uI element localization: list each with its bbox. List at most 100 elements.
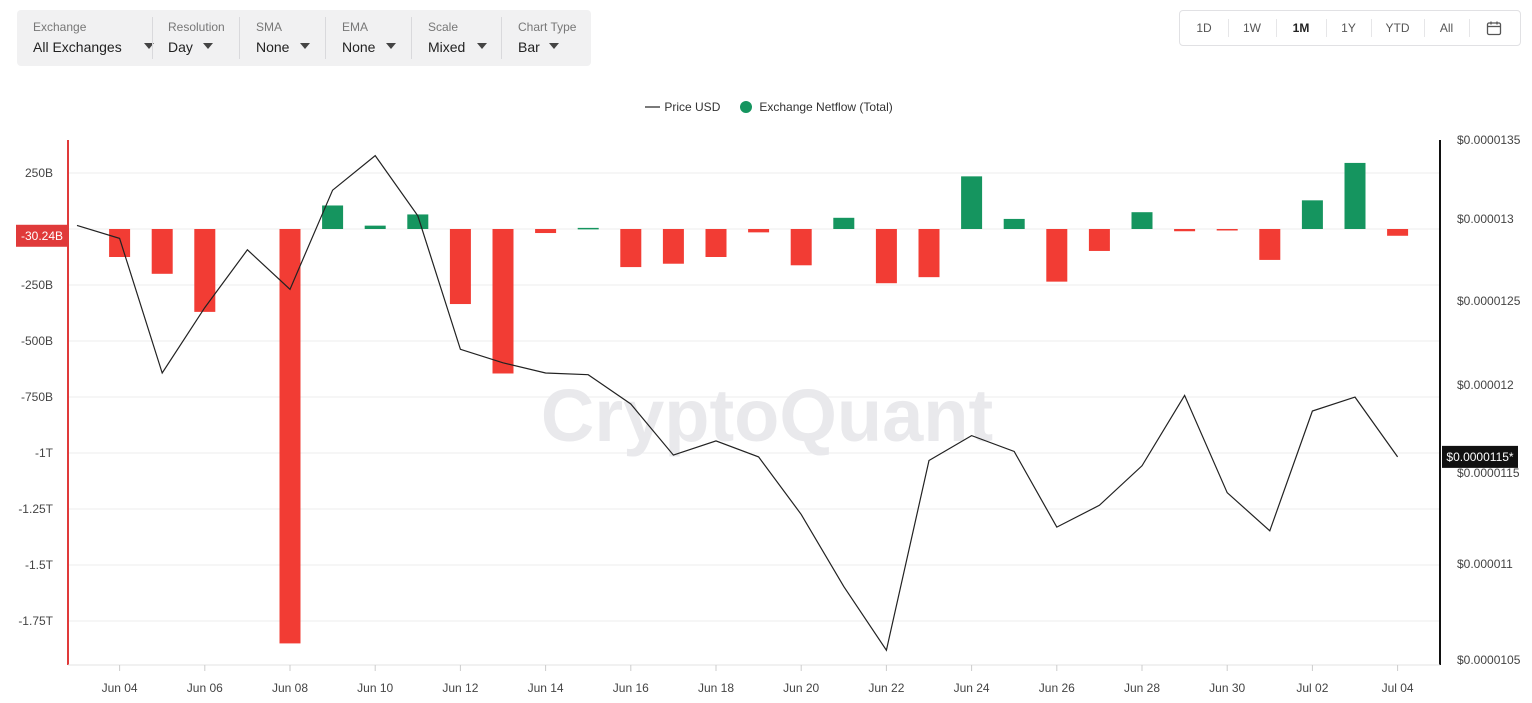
x-tick-label: Jun 12 [442,681,478,695]
right-tick-label: $0.000012 [1457,378,1514,392]
watermark: CryptoQuant [541,374,993,457]
range-1m-button[interactable]: 1M [1292,21,1310,35]
legend-price-label: Price USD [664,100,721,114]
netflow-bar[interactable] [1088,229,1110,251]
resolution-label: Resolution [168,20,225,34]
sma-value: None [256,39,290,55]
netflow-bar[interactable] [492,229,514,374]
netflow-bar[interactable] [1259,229,1281,260]
netflow-last-value-badge [16,224,68,247]
right-axis: $0.0000135 $0.000013 $0.0000125 $0.000012 $0… [1439,133,1521,667]
right-tick-label: $0.0000125 [1457,294,1521,308]
chart-type-value: Bar [518,39,540,55]
chevron-down-icon [477,43,487,49]
netflow-bar[interactable] [1216,229,1238,231]
exchange-label: Exchange [33,20,87,34]
range-all-button[interactable]: All [1439,21,1454,35]
x-tick-label: Jun 18 [698,681,734,695]
x-tick-label: Jun 30 [1209,681,1245,695]
sma-dropdown[interactable]: SMA None [256,10,326,66]
legend-item-price[interactable]: Price USD [645,98,720,116]
netflow-bar[interactable] [449,229,471,305]
chart-legend: Price USD Exchange Netflow (Total) [645,98,905,116]
netflow-bar[interactable] [662,229,684,264]
netflow-bar[interactable] [535,229,557,234]
divider [1371,19,1372,37]
netflow-bar[interactable] [961,176,983,229]
divider [1228,19,1229,37]
left-tick-label: -1.5T [25,558,54,572]
range-1y-button[interactable]: 1Y [1341,21,1356,35]
netflow-bar[interactable] [1131,212,1153,229]
netflow-bars [109,162,1409,644]
chevron-down-icon [300,43,310,49]
netflow-bar[interactable] [1387,229,1409,236]
ema-dropdown[interactable]: EMA None [342,10,412,66]
netflow-bar[interactable] [1003,218,1025,229]
range-ytd-button[interactable]: YTD [1385,21,1410,35]
sma-label: SMA [256,20,283,34]
netflow-bar[interactable] [1301,200,1323,229]
left-axis: 250B -250B -500B -750B -1T -1.25T -1.5T -1.75T [18,140,69,665]
x-tick-label: Jun 10 [357,681,393,695]
scale-dropdown[interactable]: Scale Mixed [428,10,503,66]
netflow-bar[interactable] [790,229,812,266]
netflow-bar[interactable] [748,229,770,233]
netflow-bar[interactable] [279,229,301,644]
x-tick-label: Jun 24 [954,681,990,695]
divider [239,17,240,59]
left-tick-label: -250B [21,278,53,292]
x-tick-label: Jun 06 [187,681,223,695]
left-tick-label: 250B [25,166,53,180]
netflow-bar[interactable] [620,229,642,268]
left-tick-label: -1.75T [18,614,53,628]
x-tick-label: Jul 04 [1382,681,1414,695]
right-tick-label: $0.0000105 [1457,653,1521,667]
chevron-down-icon [144,43,154,49]
left-tick-label: -750B [21,390,53,404]
left-tick-label: -1.25T [18,502,53,516]
range-1w-button[interactable]: 1W [1243,21,1261,35]
netflow-bar[interactable] [364,225,386,229]
scale-label: Scale [428,20,459,34]
divider [1326,19,1327,37]
last-value-labels: -30.24B $0.0000115* [16,224,1518,468]
divider [1276,19,1277,37]
right-tick-label: $0.0000115 [1457,466,1520,480]
price-series-line[interactable] [76,154,1399,652]
right-tick-label: $0.000013 [1457,212,1514,226]
chevron-down-icon [386,43,396,49]
netflow-bar[interactable] [833,217,855,229]
range-1d-button[interactable]: 1D [1196,21,1212,35]
x-tick-label: Jun 20 [783,681,819,695]
netflow-bar[interactable] [151,229,173,274]
x-tick-label: Jun 22 [868,681,904,695]
x-tick-label: Jun 14 [528,681,564,695]
x-tick-label: Jul 02 [1296,681,1328,695]
netflow-bar[interactable] [875,229,897,284]
resolution-dropdown[interactable]: Resolution Day [168,10,243,66]
netflow-bar[interactable] [1174,229,1196,232]
netflow-bar[interactable] [1046,229,1068,282]
x-tick-label: Jun 08 [272,681,308,695]
chevron-down-icon [549,43,559,49]
divider [1424,19,1425,37]
netflow-bar[interactable] [1344,162,1366,229]
dot-swatch-icon [740,101,752,113]
calendar-button[interactable] [1469,11,1519,45]
resolution-value: Day [168,39,193,55]
netflow-bar[interactable] [194,229,216,312]
legend-item-netflow[interactable]: Exchange Netflow (Total) [740,98,893,116]
netflow-bar[interactable] [918,229,940,278]
chart-type-dropdown[interactable]: Chart Type Bar [518,10,588,66]
netflow-bar[interactable] [322,205,344,229]
netflow-bar[interactable] [577,227,599,230]
x-tick-label: Jun 04 [102,681,138,695]
left-tick-label: -500B [21,334,53,348]
netflow-bar[interactable] [705,229,727,257]
chart-controls-panel: Exchange All Exchanges Resolution Day SM… [17,10,591,66]
netflow-last-value: -30.24B [21,229,63,243]
netflow-bar[interactable] [109,229,131,257]
netflow-bar[interactable] [407,214,429,229]
exchange-dropdown[interactable]: Exchange All Exchanges [33,10,154,66]
